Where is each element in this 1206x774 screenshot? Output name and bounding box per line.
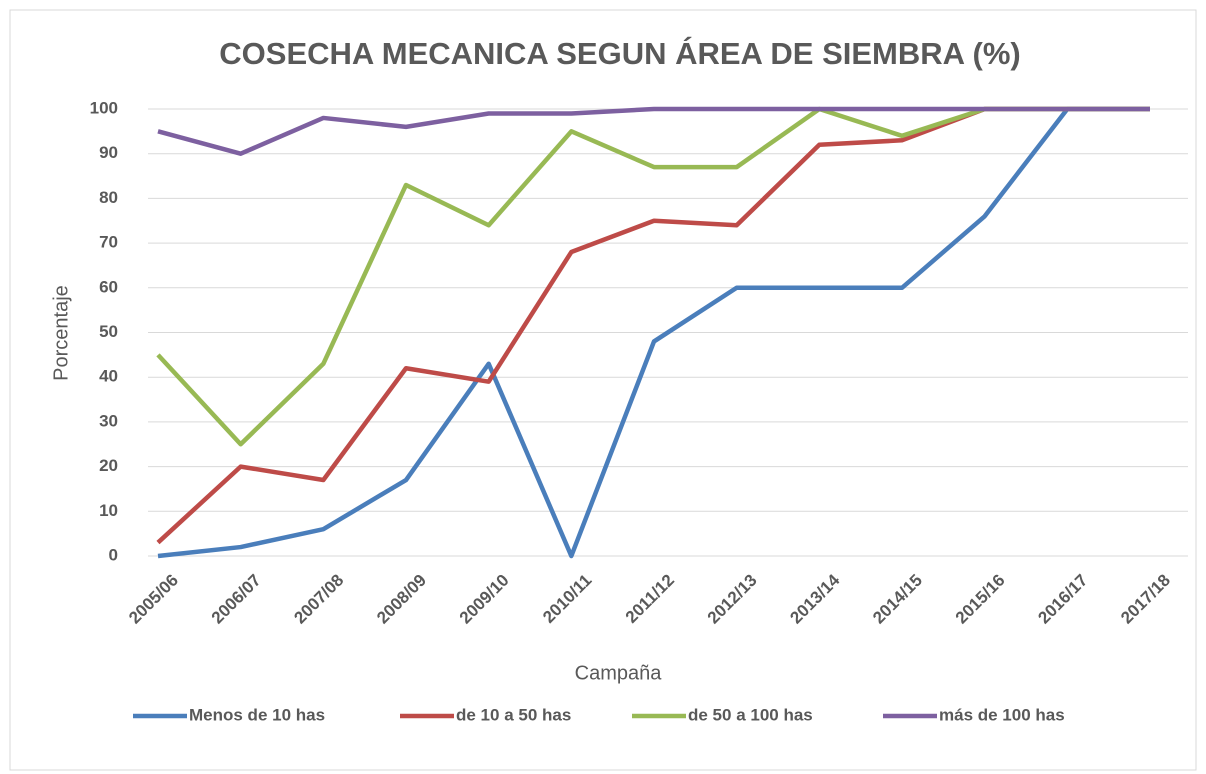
legend-label: Menos de 10 has — [189, 705, 325, 724]
y-tick-label: 10 — [99, 501, 118, 520]
x-axis-label: Campaña — [575, 662, 663, 684]
y-tick-label: 50 — [99, 322, 118, 341]
y-tick-label: 100 — [90, 98, 118, 117]
legend-label: más de 100 has — [939, 705, 1065, 724]
y-tick-label: 20 — [99, 456, 118, 475]
chart-border — [9, 9, 1197, 771]
y-axis-label: Porcentaje — [50, 285, 72, 381]
y-tick-label: 80 — [99, 188, 118, 207]
series-line — [157, 106, 1150, 156]
series-line — [157, 106, 1150, 559]
y-tick-label: 90 — [99, 143, 118, 162]
legend-label: de 10 a 50 has — [456, 705, 571, 724]
legend-label: de 50 a 100 has — [688, 705, 813, 724]
chart-title: COSECHA MECANICA SEGUN ÁREA DE SIEMBRA (… — [219, 36, 1020, 71]
y-tick-label: 40 — [99, 367, 118, 386]
y-tick-label: 30 — [99, 411, 118, 430]
y-tick-label: 0 — [109, 545, 118, 564]
y-tick-label: 70 — [99, 233, 118, 252]
y-tick-label: 60 — [99, 277, 118, 296]
